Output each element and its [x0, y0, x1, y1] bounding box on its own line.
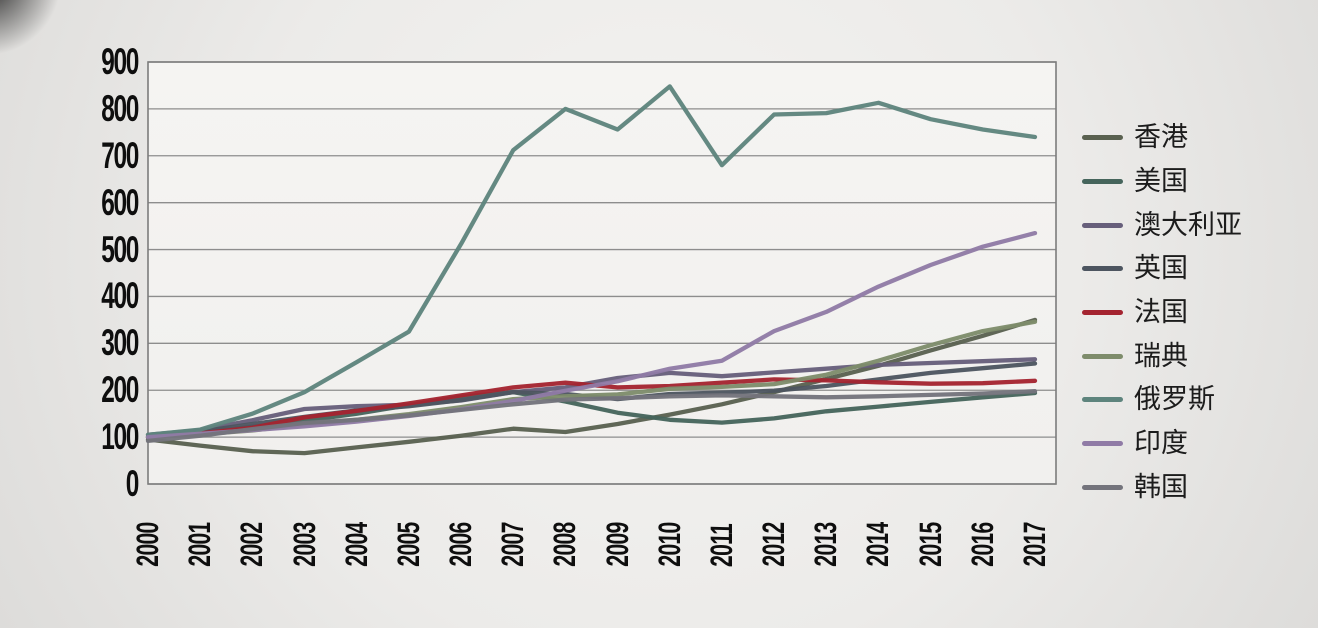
x-axis-label-2000: 2000: [130, 490, 165, 600]
x-axis-label-text: 2016: [964, 522, 1000, 568]
legend-label-russia: 俄罗斯: [1134, 384, 1215, 415]
x-axis-label-text: 2010: [651, 522, 687, 568]
x-axis-label-text: 2000: [130, 522, 165, 568]
x-axis-label-2016: 2016: [964, 490, 1000, 600]
legend-swatch-russia: [1082, 397, 1123, 403]
legend-label-sweden: 瑞典: [1134, 340, 1188, 371]
x-axis-label-2002: 2002: [234, 490, 270, 600]
x-axis-label-2009: 2009: [599, 490, 635, 600]
x-axis-label-2008: 2008: [547, 490, 583, 600]
y-axis-label-500: 500: [101, 228, 139, 270]
x-axis-label-text: 2003: [286, 522, 322, 568]
legend-label-australia: 澳大利亚: [1134, 209, 1242, 240]
line-india: [145, 230, 1038, 440]
x-axis-label-2004: 2004: [338, 490, 374, 600]
y-axis-label-900: 900: [101, 41, 139, 82]
legend-label-uk: 英国: [1134, 253, 1188, 284]
legend-item-australia: 澳大利亚: [1082, 203, 1242, 247]
legend-swatch-uk: [1082, 266, 1123, 272]
legend-item-korea: 韩国: [1082, 466, 1242, 510]
x-axis-label-text: 2008: [547, 522, 583, 568]
x-axis-label-text: 2004: [338, 522, 374, 568]
line-russia: [145, 84, 1038, 437]
x-axis-label-text: 2012: [756, 522, 792, 568]
legend-label-korea: 韩国: [1134, 471, 1188, 502]
line-usa: [145, 389, 1038, 440]
y-axis-label-0: 0: [125, 463, 140, 504]
x-axis-label-2007: 2007: [495, 490, 531, 600]
legend-swatch-hong-kong: [1082, 135, 1123, 141]
y-axis-label-400: 400: [101, 275, 139, 317]
legend-swatch-australia: [1082, 222, 1123, 228]
line-australia: [145, 357, 1038, 437]
chart-legend: 香港美国澳大利亚英国法国瑞典俄罗斯印度韩国: [1082, 116, 1242, 509]
y-axis-label-700: 700: [101, 134, 139, 176]
x-axis-label-2014: 2014: [860, 490, 896, 600]
x-axis-label-text: 2011: [703, 523, 739, 567]
legend-item-hong-kong: 香港: [1082, 116, 1242, 160]
x-axis-label-text: 2017: [1017, 522, 1052, 568]
y-axis-label-200: 200: [101, 369, 139, 411]
plot-area-background: [148, 62, 1056, 484]
legend-swatch-usa: [1082, 179, 1123, 185]
x-axis-label-text: 2001: [182, 522, 218, 568]
x-axis-label-2001: 2001: [182, 490, 218, 600]
legend-item-uk: 英国: [1082, 247, 1242, 291]
x-axis-label-2015: 2015: [912, 490, 948, 600]
x-axis-label-text: 2005: [390, 522, 426, 568]
legend-item-russia: 俄罗斯: [1082, 378, 1242, 422]
legend-swatch-korea: [1082, 484, 1123, 490]
x-axis-label-text: 2006: [443, 522, 479, 568]
x-axis-label-2017: 2017: [1017, 490, 1052, 600]
x-axis-label-text: 2015: [912, 522, 948, 568]
y-axis-label-600: 600: [101, 181, 139, 223]
x-axis-label-text: 2009: [599, 522, 635, 568]
y-axis-label-300: 300: [101, 322, 139, 364]
legend-label-hong-kong: 香港: [1134, 122, 1188, 153]
plot-border: [147, 61, 1057, 485]
x-axis-label-2010: 2010: [651, 490, 687, 600]
legend-label-india: 印度: [1134, 428, 1188, 459]
x-axis-label-2013: 2013: [808, 490, 844, 600]
y-axis-label-800: 800: [101, 87, 139, 129]
x-axis-label-2011: 2011: [703, 490, 739, 600]
legend-swatch-sweden: [1082, 353, 1123, 359]
x-axis-label-text: 2002: [234, 522, 270, 568]
y-axis-label-100: 100: [101, 416, 139, 458]
legend-swatch-india: [1082, 441, 1123, 447]
x-axis-label-text: 2013: [808, 522, 844, 568]
x-axis-label-2005: 2005: [390, 490, 426, 600]
x-axis-label-2006: 2006: [443, 490, 479, 600]
x-axis-label-text: 2007: [495, 522, 531, 568]
legend-item-usa: 美国: [1082, 160, 1242, 204]
x-axis-label-2012: 2012: [756, 490, 792, 600]
legend-item-india: 印度: [1082, 422, 1242, 466]
legend-label-usa: 美国: [1134, 166, 1188, 197]
legend-label-france: 法国: [1134, 297, 1188, 328]
x-axis-label-2003: 2003: [286, 490, 322, 600]
legend-item-france: 法国: [1082, 291, 1242, 335]
line-korea: [145, 389, 1038, 444]
legend-item-sweden: 瑞典: [1082, 334, 1242, 378]
legend-swatch-france: [1082, 310, 1123, 316]
x-axis-label-text: 2014: [860, 522, 896, 568]
